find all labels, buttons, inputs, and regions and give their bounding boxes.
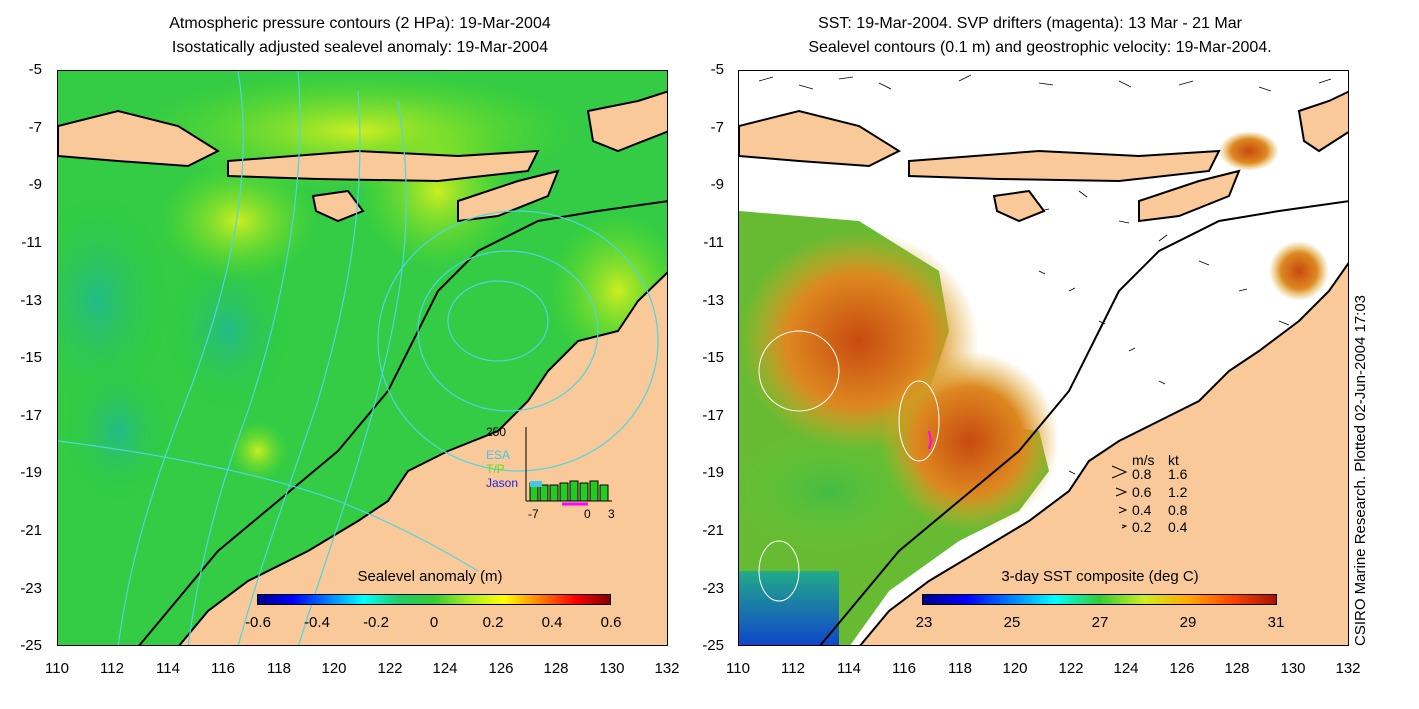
left-colorbar xyxy=(257,594,611,605)
left-ytick-0: -5 xyxy=(28,61,42,78)
right-xtick-8: 126 xyxy=(1169,660,1195,677)
left-xtick-2: 114 xyxy=(156,660,180,677)
left-ytick-5: -15 xyxy=(20,349,42,366)
right-ytick-9: -23 xyxy=(702,580,724,597)
inset-mission-esa: ESA xyxy=(486,448,511,462)
left-ytick-10: -25 xyxy=(20,637,42,654)
inset-mission-jason: Jason xyxy=(486,476,519,490)
velocity-legend-kt-0: 1.6 xyxy=(1168,466,1188,482)
right-ytick-10: -25 xyxy=(702,637,724,654)
right-xtick-11: 132 xyxy=(1335,660,1361,677)
left-cb-tick-6: 0.6 xyxy=(600,614,622,631)
sealevel-anomaly-map-graphic xyxy=(58,71,667,645)
left-cb-tick-0: -0.6 xyxy=(245,614,271,631)
left-xtick-6: 122 xyxy=(377,660,403,677)
right-colorbar xyxy=(922,594,1277,605)
sst-map xyxy=(738,70,1349,646)
right-xtick-6: 122 xyxy=(1058,660,1084,677)
velocity-legend-ms-1: 0.6 xyxy=(1132,484,1152,500)
velocity-legend-ms-3: 0.2 xyxy=(1132,519,1152,535)
velocity-legend-kt-2: 0.8 xyxy=(1168,502,1188,518)
left-ytick-2: -9 xyxy=(28,176,42,193)
left-xtick-1: 112 xyxy=(100,660,124,677)
right-title-line2: Sealevel contours (0.1 m) and geostrophi… xyxy=(808,39,1272,56)
inset-top-value: 250 xyxy=(486,425,507,439)
right-cb-tick-3: 29 xyxy=(1179,614,1197,631)
left-xtick-4: 118 xyxy=(267,660,291,677)
sealevel-anomaly-map xyxy=(57,70,668,646)
velocity-legend-kt-3: 0.4 xyxy=(1168,519,1188,535)
right-xtick-4: 118 xyxy=(948,660,972,677)
right-ytick-2: -9 xyxy=(710,176,724,193)
right-cb-tick-2: 27 xyxy=(1091,614,1109,631)
left-xtick-9: 128 xyxy=(543,660,569,677)
left-xtick-3: 116 xyxy=(211,660,235,677)
right-ytick-5: -15 xyxy=(702,349,724,366)
right-ytick-0: -5 xyxy=(710,61,724,78)
left-xtick-5: 120 xyxy=(321,660,347,677)
inset-mission-tp: T/P xyxy=(486,462,505,476)
right-xtick-3: 116 xyxy=(892,660,916,677)
right-cb-tick-0: 23 xyxy=(915,614,933,631)
right-xtick-2: 114 xyxy=(837,660,861,677)
left-xtick-0: 110 xyxy=(45,660,69,677)
left-ytick-8: -21 xyxy=(20,522,42,539)
right-colorbar-label: 3-day SST composite (deg C) xyxy=(1001,568,1199,585)
inset-bars-graphic xyxy=(525,427,612,506)
velocity-legend-header-kt: kt xyxy=(1168,452,1179,468)
left-title-line1: Atmospheric pressure contours (2 HPa): 1… xyxy=(169,15,551,32)
right-ytick-7: -19 xyxy=(702,464,724,481)
left-xtick-11: 132 xyxy=(654,660,680,677)
sst-map-graphic xyxy=(739,71,1348,645)
left-cb-tick-4: 0.2 xyxy=(482,614,504,631)
inset-xtick-2: 3 xyxy=(608,507,615,521)
left-ytick-7: -19 xyxy=(20,464,42,481)
left-cb-tick-1: -0.4 xyxy=(304,614,330,631)
left-ytick-6: -17 xyxy=(20,407,42,424)
right-ytick-8: -21 xyxy=(702,522,724,539)
left-ytick-4: -13 xyxy=(20,292,42,309)
left-cb-tick-2: -0.2 xyxy=(363,614,389,631)
left-colorbar-label: Sealevel anomaly (m) xyxy=(357,568,503,585)
right-xtick-5: 120 xyxy=(1002,660,1028,677)
velocity-legend-kt-1: 1.2 xyxy=(1168,484,1188,500)
right-ytick-4: -13 xyxy=(702,292,724,309)
inset-xtick-1: 0 xyxy=(584,507,591,521)
plot-credit: CSIRO Marine Research. Plotted 02-Jun-20… xyxy=(1352,294,1369,646)
right-xtick-9: 128 xyxy=(1224,660,1250,677)
right-ytick-1: -7 xyxy=(710,119,724,136)
right-xtick-0: 110 xyxy=(726,660,750,677)
right-ytick-3: -11 xyxy=(703,234,724,251)
velocity-legend-arrows xyxy=(1111,465,1128,529)
right-xtick-1: 112 xyxy=(781,660,805,677)
left-ytick-3: -11 xyxy=(21,234,42,251)
left-cb-tick-5: 0.4 xyxy=(541,614,563,631)
right-cb-tick-1: 25 xyxy=(1003,614,1021,631)
velocity-legend: m/s kt 0.8 1.6 0.6 1.2 0.4 0.8 0.2 0.4 xyxy=(1110,452,1230,542)
inset-xtick-0: -7 xyxy=(528,507,539,521)
left-ytick-9: -23 xyxy=(20,580,42,597)
velocity-legend-ms-0: 0.8 xyxy=(1132,466,1152,482)
left-cb-tick-3: 0 xyxy=(429,614,439,631)
left-xtick-10: 130 xyxy=(599,660,625,677)
right-xtick-10: 130 xyxy=(1280,660,1306,677)
altimetry-mission-inset: 250 ESA T/P Jason -7 0 3 xyxy=(480,425,620,525)
left-xtick-7: 124 xyxy=(432,660,458,677)
left-title-line2: Isostatically adjusted sealevel anomaly:… xyxy=(171,39,549,56)
velocity-legend-header-ms: m/s xyxy=(1132,452,1155,468)
right-title-line1: SST: 19-Mar-2004. SVP drifters (magenta)… xyxy=(818,15,1242,32)
left-xtick-8: 126 xyxy=(488,660,514,677)
velocity-legend-ms-2: 0.4 xyxy=(1132,502,1152,518)
right-ytick-6: -17 xyxy=(702,407,724,424)
left-ytick-1: -7 xyxy=(28,119,42,136)
right-xtick-7: 124 xyxy=(1113,660,1139,677)
right-cb-tick-4: 31 xyxy=(1267,614,1285,631)
